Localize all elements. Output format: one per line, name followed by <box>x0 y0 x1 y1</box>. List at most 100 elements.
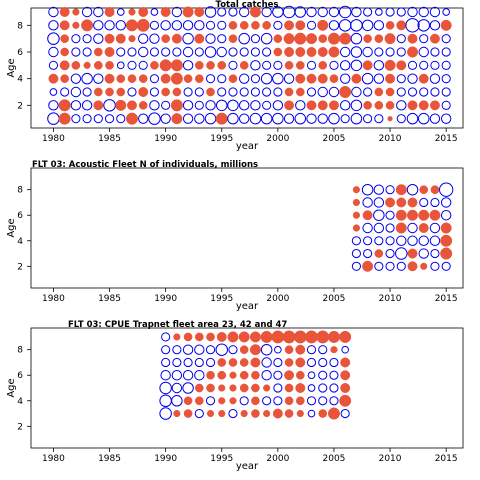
positive-residual-bubble <box>249 112 262 125</box>
positive-residual-bubble <box>93 114 103 124</box>
negative-residual-bubble <box>215 112 228 125</box>
negative-residual-bubble <box>60 47 69 57</box>
positive-residual-bubble <box>116 114 126 124</box>
positive-residual-bubble <box>239 396 249 406</box>
positive-residual-bubble <box>138 46 149 58</box>
positive-residual-bubble <box>295 100 306 111</box>
negative-residual-bubble <box>295 344 306 355</box>
positive-residual-bubble <box>104 114 115 124</box>
positive-residual-bubble <box>407 73 418 84</box>
positive-residual-bubble <box>306 87 317 97</box>
positive-residual-bubble <box>171 370 183 381</box>
positive-residual-bubble <box>417 112 430 125</box>
bubble-layer <box>159 330 352 420</box>
x-tick-label: 1980 <box>42 294 65 304</box>
x-tick-label: 1990 <box>154 294 177 304</box>
panel-acoustic-fleet: FLT 03: Acoustic Fleet N of individuals,… <box>6 160 464 312</box>
negative-residual-bubble <box>116 87 126 97</box>
bubble-layer <box>47 5 452 125</box>
negative-residual-bubble <box>352 211 360 219</box>
negative-residual-bubble <box>418 100 429 111</box>
negative-residual-bubble <box>327 32 340 45</box>
positive-residual-bubble <box>273 60 283 70</box>
y-axis-label: Age <box>6 378 17 397</box>
positive-residual-bubble <box>81 72 93 85</box>
negative-residual-bubble <box>295 370 305 380</box>
positive-residual-bubble <box>161 345 171 355</box>
positive-residual-bubble <box>396 261 406 271</box>
positive-residual-bubble <box>262 87 272 97</box>
plot-frame <box>30 327 464 449</box>
positive-residual-bubble <box>373 209 385 221</box>
positive-residual-bubble <box>194 100 204 110</box>
negative-residual-bubble <box>239 61 249 70</box>
positive-residual-bubble <box>385 248 395 259</box>
negative-residual-bubble <box>161 34 170 43</box>
y-axis-ticks: 2 4 6 8 <box>17 21 31 111</box>
negative-residual-bubble <box>263 409 271 418</box>
negative-residual-bubble <box>396 197 407 208</box>
positive-residual-bubble <box>306 357 317 368</box>
negative-residual-bubble <box>170 99 183 112</box>
positive-residual-bubble <box>441 87 451 97</box>
negative-residual-bubble <box>352 198 360 207</box>
x-tick-label: 2015 <box>435 134 458 144</box>
negative-residual-bubble <box>306 73 317 84</box>
positive-residual-bubble <box>194 370 205 381</box>
negative-residual-bubble <box>125 19 139 32</box>
positive-residual-bubble <box>149 87 160 97</box>
negative-residual-bubble <box>395 222 407 234</box>
negative-residual-bubble <box>395 209 407 221</box>
negative-residual-bubble <box>295 87 305 97</box>
positive-residual-bubble <box>306 6 317 18</box>
negative-residual-bubble <box>385 101 395 110</box>
negative-residual-bubble <box>127 100 137 111</box>
negative-residual-bubble <box>60 34 69 43</box>
negative-residual-bubble <box>171 33 182 44</box>
negative-residual-bubble <box>239 345 249 355</box>
positive-residual-bubble <box>307 409 316 418</box>
negative-residual-bubble <box>183 409 193 418</box>
positive-residual-bubble <box>228 60 238 70</box>
positive-residual-bubble <box>127 47 137 57</box>
positive-residual-bubble <box>340 114 350 124</box>
positive-residual-bubble <box>149 74 160 84</box>
positive-residual-bubble <box>273 87 283 97</box>
negative-residual-bubble <box>58 112 71 125</box>
positive-residual-bubble <box>262 60 272 70</box>
positive-residual-bubble <box>82 87 92 97</box>
negative-residual-bubble <box>229 384 237 392</box>
positive-residual-bubble <box>171 6 183 18</box>
positive-residual-bubble <box>82 34 92 44</box>
x-axis-ticks: 1980 1985 1990 1995 2000 2005 2010 2015 <box>42 128 458 144</box>
negative-residual-bubble <box>362 210 373 221</box>
negative-residual-bubble <box>229 397 237 405</box>
positive-residual-bubble <box>429 73 441 84</box>
positive-residual-bubble <box>161 332 171 342</box>
positive-residual-bubble <box>48 46 59 58</box>
positive-residual-bubble <box>250 87 260 97</box>
positive-residual-bubble <box>362 222 373 234</box>
negative-residual-bubble <box>384 33 396 45</box>
negative-residual-bubble <box>318 61 328 70</box>
positive-residual-bubble <box>375 8 383 16</box>
negative-residual-bubble <box>81 19 94 32</box>
positive-residual-bubble <box>440 197 452 208</box>
positive-residual-bubble <box>362 197 373 208</box>
negative-residual-bubble <box>115 33 126 44</box>
positive-residual-bubble <box>307 371 316 380</box>
positive-residual-bubble <box>306 113 317 124</box>
positive-residual-bubble <box>396 235 407 246</box>
negative-residual-bubble <box>229 371 237 379</box>
positive-residual-bubble <box>339 100 351 111</box>
positive-residual-bubble <box>407 87 418 97</box>
positive-residual-bubble <box>363 114 373 124</box>
positive-residual-bubble <box>149 47 160 57</box>
negative-residual-bubble <box>328 46 340 58</box>
x-tick-label: 2000 <box>266 454 289 464</box>
negative-residual-bubble <box>116 74 126 83</box>
negative-residual-bubble <box>206 409 215 418</box>
y-tick-label: 8 <box>17 186 23 196</box>
positive-residual-bubble <box>138 33 149 44</box>
